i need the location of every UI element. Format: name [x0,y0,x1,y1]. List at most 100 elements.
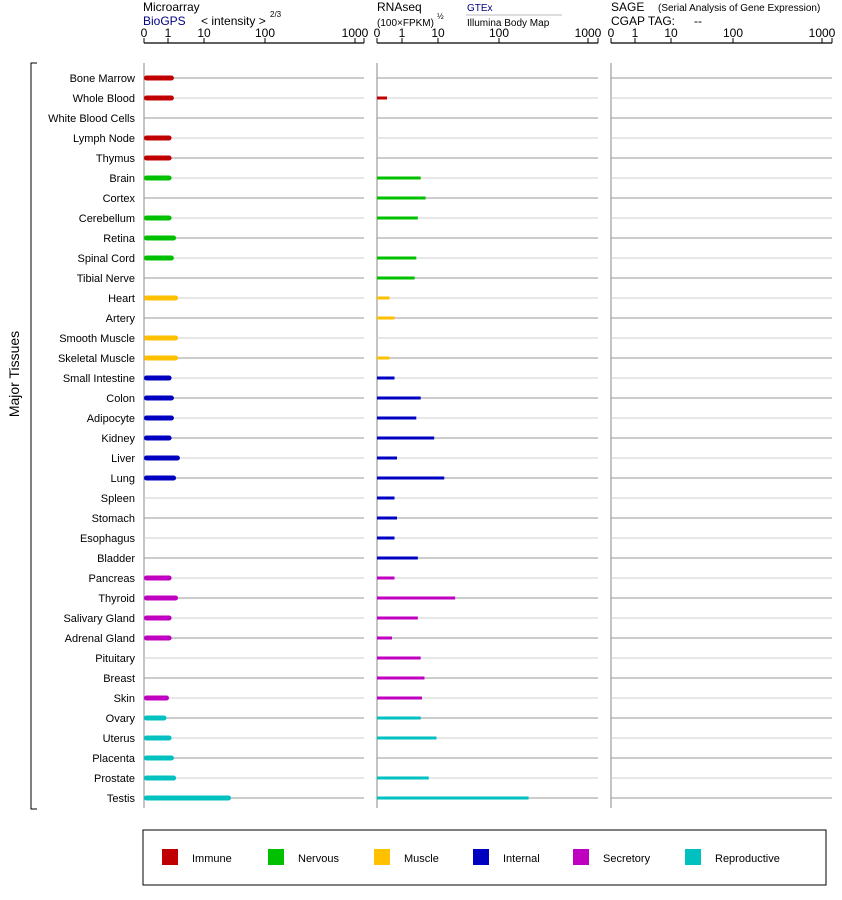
legend-swatch-internal [473,849,489,865]
rnaseq-bar [377,416,417,420]
rows-layer: Bone Marrow Whole Blood White Blood Cells L… [48,73,529,805]
rnaseq-bar [377,636,392,640]
rnaseq-bar [377,176,421,180]
microarray-bar [144,735,172,741]
rnaseq-bar [377,676,425,680]
tissue-label: Small Intestine [63,373,135,385]
legend-swatch-muscle [374,849,390,865]
legend-swatch-reproductive [685,849,701,865]
microarray-panel: 0 1 10 100 1000 [141,26,369,808]
microarray-bar [144,395,174,401]
rnaseq-bar [377,96,387,100]
rnaseq-bar [377,196,426,200]
tissue-label: Whole Blood [73,93,135,105]
tissue-label: White Blood Cells [48,113,135,125]
sage-subtitle: (Serial Analysis of Gene Expression) [658,3,820,14]
microarray-bar [144,695,169,701]
rnaseq-bar [377,596,456,600]
tissue-label: Spinal Cord [78,253,135,265]
rnaseq-bar [377,296,390,300]
legend-label-muscle: Muscle [404,853,439,865]
tissue-label: Heart [108,293,135,305]
tissue-label: Kidney [101,433,135,445]
tissue-label: Smooth Muscle [59,333,135,345]
rnaseq-unit-exponent: ½ [437,12,444,21]
legend-swatch-immune [162,849,178,865]
legend-swatch-secretory [573,849,589,865]
rnaseq-tick-label: 10 [431,26,445,40]
microarray-source: BioGPS [143,14,186,28]
legend-label-nervous: Nervous [298,853,339,865]
rnaseq-bar [377,376,395,380]
rnaseq-source-illumina: Illumina Body Map [467,18,550,29]
tissue-label: Adipocyte [87,413,135,425]
rnaseq-bar [377,616,418,620]
microarray-bar [144,715,167,721]
tissue-label: Lymph Node [73,133,135,145]
microarray-bar [144,255,174,261]
microarray-bar [144,135,172,141]
microarray-title: Microarray [143,0,200,14]
microarray-tick-label: 1 [165,26,172,40]
tissue-label: Salivary Gland [63,613,135,625]
tissue-label: Skin [114,693,135,705]
sage-tick-label: 1000 [809,26,836,40]
y-axis-bracket [30,62,37,810]
microarray-bar [144,355,179,361]
microarray-bar [144,95,174,101]
tissue-label: Pituitary [95,653,135,665]
rnaseq-bar [377,656,421,660]
microarray-bar [144,295,179,301]
rnaseq-bar [377,256,417,260]
microarray-bar [144,375,172,381]
tissue-label: Bone Marrow [70,73,135,85]
tissue-label: Skeletal Muscle [58,353,135,365]
sage-panel: 0 1 10 100 1000 [608,26,836,808]
rnaseq-bar [377,696,422,700]
microarray-bar [144,775,177,781]
rnaseq-title: RNAseq [377,0,422,14]
microarray-bar [144,575,172,581]
tissue-label: Adrenal Gland [65,633,135,645]
rnaseq-bar [377,396,421,400]
rnaseq-bar [377,276,415,280]
legend-label-secretory: Secretory [603,853,651,865]
rnaseq-bar [377,496,395,500]
microarray-tick-label: 1000 [342,26,369,40]
legend-label-immune: Immune [192,853,232,865]
sage-tag-value: -- [694,14,702,28]
tissue-label: Stomach [92,513,135,525]
rnaseq-source-gtex: GTEx [467,3,493,14]
rnaseq-bar [377,776,429,780]
tissue-label: Lung [111,473,135,485]
legend: Immune Nervous Muscle Internal Secretory Repr… [162,849,780,865]
sage-tick-label: 10 [664,26,678,40]
microarray-tick-label: 0 [141,26,148,40]
microarray-tick-label: 10 [197,26,211,40]
rnaseq-tick-label: 1 [399,26,406,40]
microarray-bar [144,155,172,161]
rnaseq-bar [377,476,445,480]
microarray-bar [144,795,231,801]
tissue-label: Prostate [94,773,135,785]
microarray-bar [144,335,179,341]
microarray-bar [144,595,179,601]
tissue-label: Cerebellum [79,213,135,225]
microarray-bar [144,755,174,761]
rnaseq-bar [377,356,390,360]
microarray-bar [144,215,172,221]
rnaseq-bar [377,516,397,520]
y-axis-label: Major Tissues [6,331,22,417]
microarray-unit-exponent: 2/3 [270,10,282,19]
tissue-label: Ovary [106,713,136,725]
tissue-label: Pancreas [89,573,136,585]
microarray-bar [144,475,177,481]
sage-tick-label: 0 [608,26,615,40]
sage-tick-label: 1 [632,26,639,40]
sage-tag-label: CGAP TAG: [611,14,675,28]
sage-tick-label: 100 [723,26,743,40]
rnaseq-bar [377,216,418,220]
rnaseq-unit: (100×FPKM) [377,18,434,29]
rnaseq-bar [377,576,395,580]
